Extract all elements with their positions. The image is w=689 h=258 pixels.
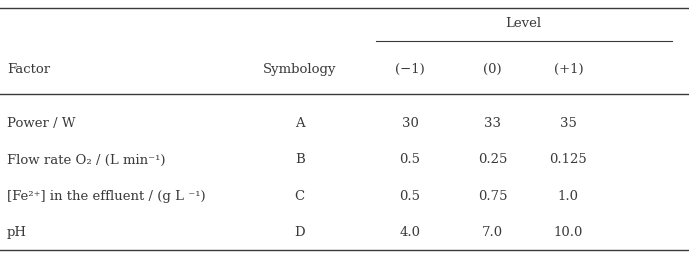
Text: Flow rate O₂ / (L min⁻¹): Flow rate O₂ / (L min⁻¹) (7, 154, 165, 166)
Text: 1.0: 1.0 (558, 190, 579, 203)
Text: Symbology: Symbology (263, 63, 336, 76)
Text: A: A (295, 117, 305, 130)
Text: 7.0: 7.0 (482, 226, 503, 239)
Text: C: C (295, 190, 305, 203)
Text: 0.25: 0.25 (478, 154, 507, 166)
Text: [Fe²⁺] in the effluent / (g L ⁻¹): [Fe²⁺] in the effluent / (g L ⁻¹) (7, 190, 205, 203)
Text: Factor: Factor (7, 63, 50, 76)
Text: 33: 33 (484, 117, 501, 130)
Text: 0.5: 0.5 (400, 190, 420, 203)
Text: 4.0: 4.0 (400, 226, 420, 239)
Text: 30: 30 (402, 117, 418, 130)
Text: Level: Level (506, 17, 542, 30)
Text: (−1): (−1) (395, 63, 425, 76)
Text: 0.5: 0.5 (400, 154, 420, 166)
Text: B: B (295, 154, 305, 166)
Text: (+1): (+1) (554, 63, 583, 76)
Text: 0.125: 0.125 (550, 154, 587, 166)
Text: 10.0: 10.0 (554, 226, 583, 239)
Text: D: D (294, 226, 305, 239)
Text: Power / W: Power / W (7, 117, 75, 130)
Text: 0.75: 0.75 (478, 190, 507, 203)
Text: 35: 35 (560, 117, 577, 130)
Text: (0): (0) (483, 63, 502, 76)
Text: pH: pH (7, 226, 27, 239)
